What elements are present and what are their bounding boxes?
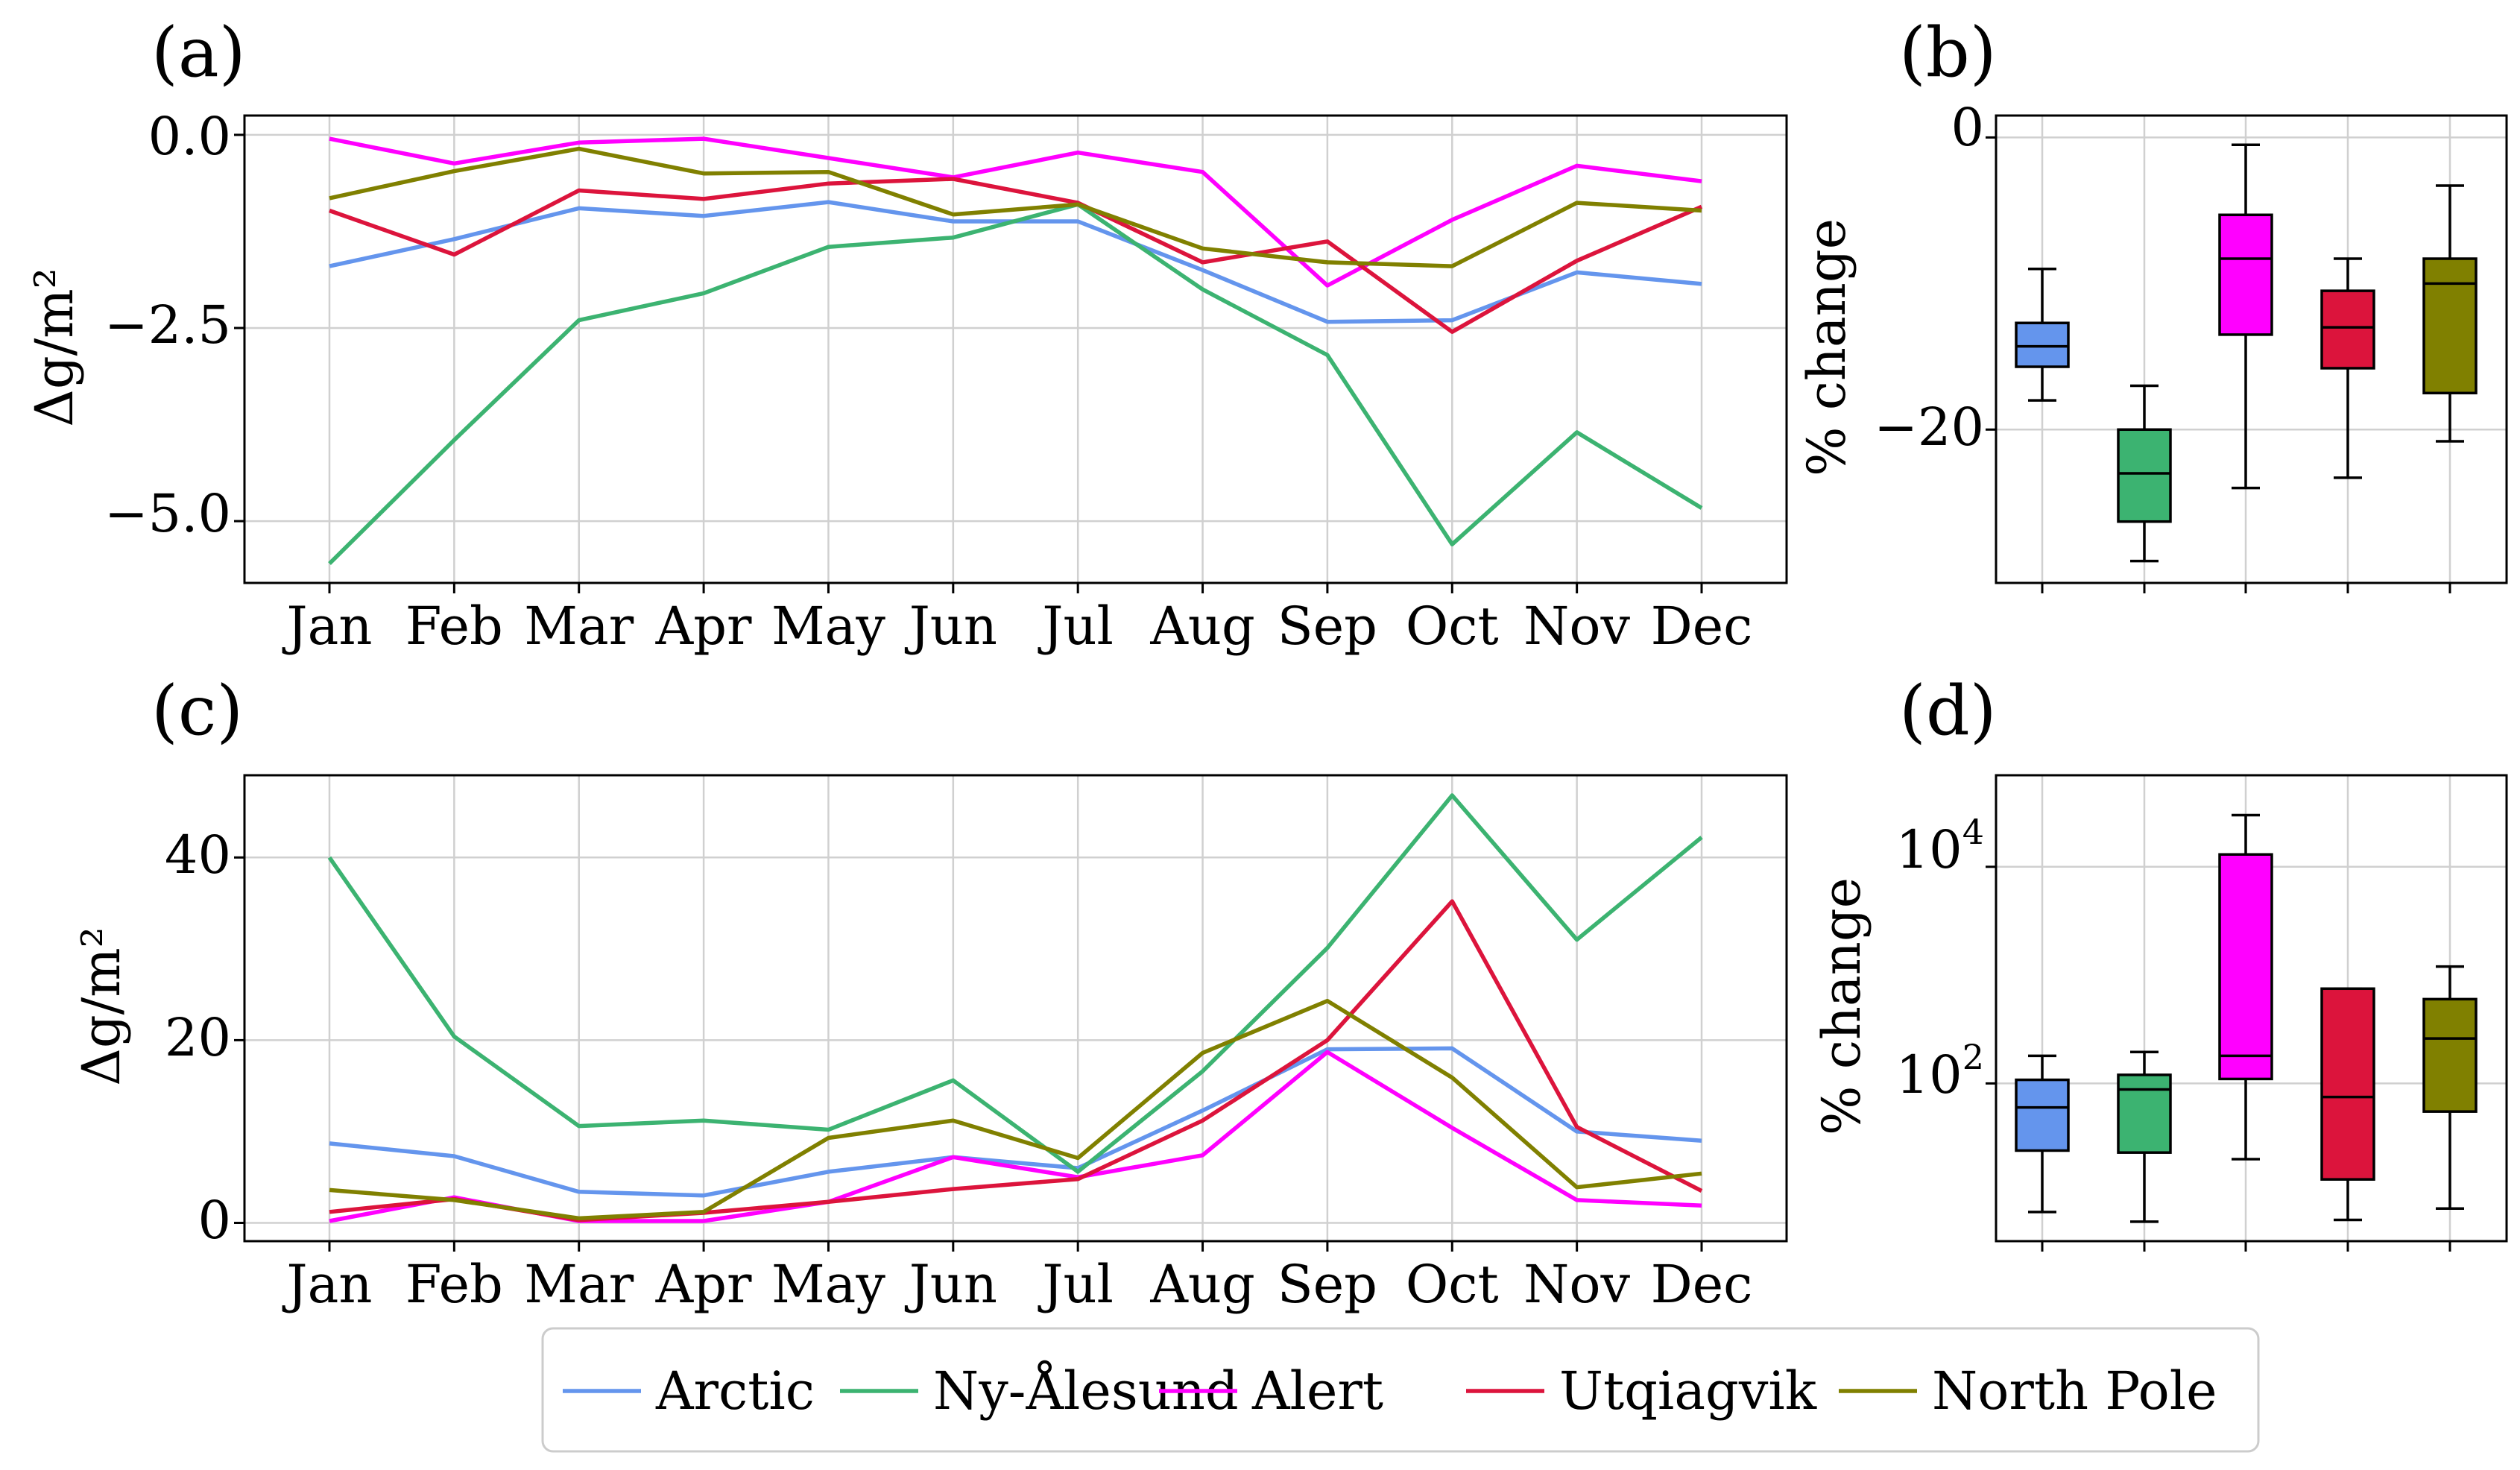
panel-d-ylabel: % change [1811, 877, 1872, 1135]
box-body [2218, 213, 2273, 336]
panel-a-xtick-label: Oct [1406, 596, 1499, 657]
panel-c-xtick-label: Jul [1038, 1254, 1114, 1315]
panel-c-ylabel: Δg/m² [71, 927, 132, 1085]
panel-b-frame [1995, 114, 2508, 584]
box-body [2422, 997, 2478, 1113]
legend-label: Utqiagvik [1559, 1360, 1817, 1422]
panel-d-yticks: 104 102 [1896, 812, 1984, 1105]
panel-b-box-utqiagvik [2320, 257, 2375, 479]
panel-a-ytick: −2.5 [104, 294, 231, 356]
panel-c-xtick-label: Jan [282, 1254, 373, 1315]
panel-b-yticks: 0 −20 [1874, 97, 1984, 458]
panel-d-box-arctic [2015, 1054, 2070, 1214]
panel-b-box-alert [2218, 143, 2273, 490]
panel-a-xtick-label: Jun [905, 596, 997, 657]
panel-b-box-ny-lesund [2117, 384, 2172, 563]
box-body [2320, 289, 2375, 370]
legend-label: Alert [1251, 1360, 1383, 1422]
panel-c-xtick-label: Oct [1406, 1254, 1499, 1315]
panel-d-plot [1986, 774, 2508, 1252]
box-body [2218, 853, 2273, 1081]
panel-d-ytick: 102 [1896, 1037, 1984, 1105]
panel-a-xtick-label: Nov [1523, 596, 1630, 657]
panel-a-xtick-label: Mar [524, 596, 634, 657]
panel-d-box-north-pole [2422, 965, 2478, 1211]
panel-b-box-north-pole [2422, 184, 2478, 443]
panel-b-plot [1986, 114, 2508, 593]
panel-c-frame [243, 774, 1788, 1243]
panel-a-series-ny-lesund [328, 202, 1703, 566]
panel-c-xtick-label: Mar [524, 1254, 634, 1315]
panel-label-c: (c) [151, 671, 243, 751]
panel-c-xtick-label: Feb [405, 1254, 503, 1315]
legend: Arctic Ny-Ålesund Alert Utqiagvik North Pole [541, 1327, 2260, 1453]
panel-a-xtick-label: Dec [1651, 596, 1753, 657]
panel-c-xtick-label: Aug [1149, 1254, 1254, 1315]
panel-d-frame [1995, 774, 2508, 1243]
panel-c-yticks: 40 20 0 [165, 824, 231, 1251]
panel-d-box-alert [2218, 813, 2273, 1161]
panel-a-xtick-label: Jul [1038, 596, 1114, 657]
panel-a-ylabel: Δg/m² [24, 268, 85, 426]
legend-label: Arctic [655, 1360, 815, 1422]
panel-b-ytick: −20 [1874, 397, 1984, 458]
panel-b-ylabel: % change [1796, 218, 1857, 476]
panel-a-frame [243, 114, 1788, 584]
panel-d-box-utqiagvik [2320, 987, 2375, 1222]
panel-a-xtick-label: May [771, 596, 885, 657]
panel-c-xtick-label: Sep [1278, 1254, 1377, 1315]
panel-c-xtick-label: May [771, 1254, 885, 1315]
box-body [2117, 1073, 2172, 1154]
panel-c-series-north-pole [329, 998, 1702, 1221]
panel-a-ytick: −5.0 [104, 483, 231, 544]
panel-a-xtick-label: Sep [1278, 596, 1377, 657]
panel-a-plot: Jan Feb Mar Apr May Jun Jul Aug Sep Oct Nov Dec [234, 114, 1788, 657]
box-body [2117, 428, 2172, 523]
box-body [2015, 1078, 2070, 1152]
panel-c-ytick: 40 [165, 824, 231, 886]
box-body [2320, 987, 2375, 1181]
panel-a-xtick-label: Feb [405, 596, 503, 657]
panel-c-series-utqiagvik [329, 899, 1703, 1223]
panel-a-xtick-label: Aug [1149, 596, 1254, 657]
panel-b-box-arctic [2015, 267, 2070, 402]
panel-a-series-north-pole [329, 146, 1702, 268]
panel-c-xtick-label: Jun [905, 1254, 997, 1315]
panel-d-box-ny-lesund [2117, 1050, 2172, 1223]
panel-a-xtick-label: Apr [655, 596, 752, 657]
panel-a-series-utqiagvik [329, 177, 1703, 334]
panel-d-ytick: 104 [1896, 812, 1984, 880]
panel-c-xtick-label: Nov [1523, 1254, 1630, 1315]
panel-c-plot: Jan Feb Mar Apr May Jun Jul Aug Sep Oct Nov Dec [234, 774, 1788, 1315]
panel-a-series-alert [329, 136, 1702, 288]
panel-c-series-arctic [329, 1046, 1702, 1198]
panel-a-xtick-label: Jan [282, 596, 373, 657]
panel-label-d: (d) [1899, 671, 1997, 751]
panel-c-series-ny-lesund [327, 793, 1703, 1174]
panel-label-b: (b) [1899, 13, 1997, 92]
panel-c-xtick-label: Dec [1651, 1254, 1753, 1315]
box-body [2422, 257, 2478, 395]
panel-c-ytick: 0 [198, 1190, 231, 1251]
box-body [2015, 321, 2070, 368]
panel-label-a: (a) [151, 13, 246, 92]
legend-box [541, 1327, 2260, 1453]
panel-b-ytick: 0 [1951, 97, 1984, 158]
panel-c-xtick-label: Apr [655, 1254, 752, 1315]
legend-label: North Pole [1932, 1360, 2217, 1422]
panel-a-ytick: 0.0 [148, 106, 231, 167]
panel-a-yticks: 0.0 −2.5 −5.0 [104, 106, 231, 544]
panel-c-ytick: 20 [165, 1007, 231, 1068]
